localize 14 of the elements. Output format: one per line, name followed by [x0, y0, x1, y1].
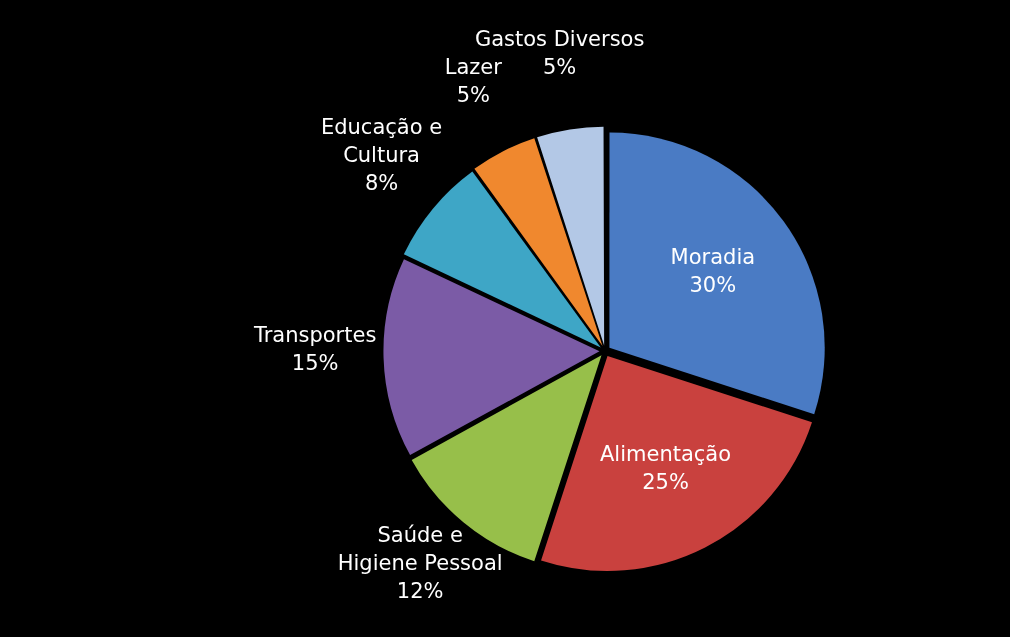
slice-label: Gastos Diversos	[474, 27, 645, 52]
data-label: 5%	[542, 55, 577, 80]
data-label: 8%	[364, 170, 399, 195]
data-label: 5%	[456, 83, 491, 108]
data-label: 15%	[291, 350, 339, 375]
data-label: 25%	[642, 470, 689, 495]
slice-label: Moradia	[670, 245, 756, 270]
data-label: 30%	[689, 273, 737, 298]
data-label: 12%	[396, 578, 444, 603]
slice-label: Transportes	[252, 322, 377, 347]
slice-label: Alimentação	[599, 442, 732, 467]
slice-label: Saúde e Higiene Pessoal	[337, 522, 503, 575]
slice-label: Lazer	[444, 55, 503, 80]
slice-label: Educação e Cultura	[320, 114, 443, 167]
